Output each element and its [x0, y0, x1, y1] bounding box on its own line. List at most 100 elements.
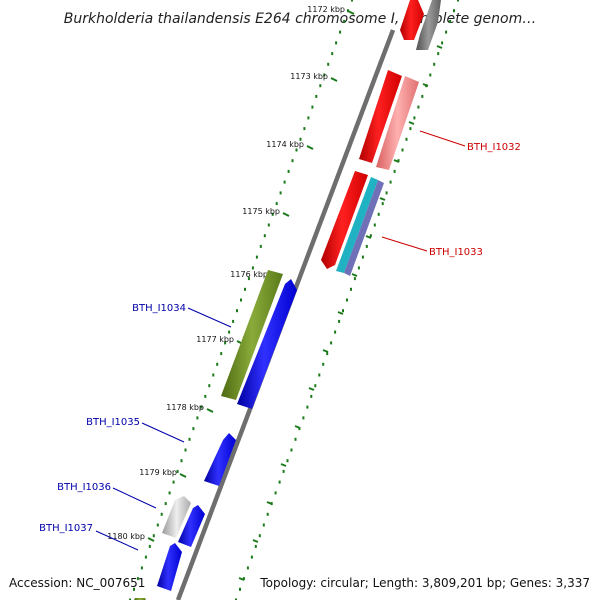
- inner-dash-0: [436, 45, 443, 49]
- inner-ruler-dot-30: [338, 319, 341, 323]
- kbp-tick-3: [282, 212, 290, 217]
- kbp-label-5: 1177 kbp: [196, 335, 234, 344]
- kbp-label-6: 1178 kbp: [166, 403, 204, 412]
- outer-ruler-dot-2: [343, 19, 346, 23]
- inner-ruler-dot-22: [369, 234, 372, 238]
- gene-label-1034[interactable]: BTH_I1034: [132, 303, 186, 314]
- inner-ruler-dot-35: [318, 373, 321, 377]
- inner-ruler-dot-54: [242, 577, 245, 581]
- inner-ruler-dot-56: [235, 598, 237, 600]
- inner-ruler-dot-44: [282, 469, 285, 473]
- gene-arrow-pink-1032[interactable]: [376, 76, 419, 170]
- inner-ruler-dot-26: [353, 277, 356, 281]
- gene-arrow-red-top[interactable]: [400, 0, 424, 40]
- inner-ruler-dot-36: [314, 384, 317, 388]
- gene-arrow-blue-1034[interactable]: [237, 279, 297, 409]
- outer-ruler-dot-22: [263, 234, 266, 238]
- outer-ruler-dot-12: [303, 127, 306, 131]
- inner-dash-11: [280, 463, 287, 467]
- leader-line-1036: [112, 487, 157, 509]
- gene-arrow-blue-1036[interactable]: [178, 505, 205, 547]
- inner-ruler-dot-49: [262, 523, 265, 527]
- gene-label-1037[interactable]: BTH_I1037: [39, 523, 93, 534]
- outer-ruler-dot-26: [247, 277, 250, 281]
- inner-ruler-dot-31: [334, 330, 337, 334]
- inner-ruler-dot-0: [457, 0, 459, 2]
- kbp-label-1: 1173 kbp: [290, 72, 328, 81]
- gene-label-1036[interactable]: BTH_I1036: [57, 482, 111, 493]
- gene-arrow-blue-1037[interactable]: [157, 543, 182, 591]
- inner-ruler-dot-3: [445, 30, 448, 34]
- inner-ruler-dot-18: [385, 191, 388, 195]
- kbp-tick-8: [147, 537, 155, 542]
- inner-dash-9: [308, 387, 315, 391]
- inner-ruler-dot-7: [429, 73, 432, 77]
- inner-ruler-dot-45: [278, 480, 281, 484]
- outer-ruler-dot-1: [347, 9, 349, 13]
- outer-ruler-dot-25: [251, 266, 254, 270]
- inner-dash-3: [393, 159, 400, 163]
- outer-ruler-dot-27: [244, 287, 246, 291]
- kbp-label-8: 1180 kbp: [107, 532, 145, 541]
- gene-arrow-gray-top[interactable]: [416, 0, 441, 50]
- gene-arrow-slate-1033[interactable]: [344, 180, 384, 276]
- inner-ruler-dot-11: [413, 116, 416, 120]
- gene-label-1033[interactable]: BTH_I1033: [429, 247, 483, 258]
- outer-ruler-dot-24: [255, 255, 258, 259]
- outer-ruler-dot-34: [216, 362, 219, 366]
- accession-text: Accession: NC_007651: [9, 576, 146, 590]
- outer-ruler-dot-54: [136, 577, 139, 581]
- gene-arrow-blue-1035[interactable]: [204, 433, 236, 486]
- kbp-tick-2: [306, 145, 314, 150]
- inner-ruler-dot-15: [397, 159, 400, 163]
- outer-ruler-dot-10: [311, 105, 314, 109]
- topology-summary: Topology: circular; Length: 3,809,201 bp…: [260, 576, 590, 590]
- outer-ruler-dot-40: [192, 427, 195, 431]
- outer-ruler-dot-28: [240, 298, 242, 302]
- inner-ruler-dot-4: [441, 41, 444, 45]
- gene-arrow-red-1033[interactable]: [321, 171, 368, 269]
- outer-ruler-dot-42: [184, 448, 187, 452]
- inner-ruler-dot-13: [405, 137, 408, 141]
- outer-ruler-dot-23: [259, 244, 262, 248]
- inner-ruler-dot-21: [373, 223, 376, 227]
- inner-ruler-dot-52: [250, 555, 253, 559]
- gene-label-1035[interactable]: BTH_I1035: [86, 417, 140, 428]
- gene-arrow-olive-1034[interactable]: [221, 270, 283, 400]
- inner-dash-5: [365, 235, 372, 239]
- kbp-tick-1: [330, 77, 338, 82]
- outer-ruler-dot-43: [180, 459, 183, 463]
- gene-label-1032[interactable]: BTH_I1032: [467, 142, 521, 153]
- gene-arrow-lightgray-1036[interactable]: [162, 496, 191, 538]
- outer-ruler-dot-13: [299, 137, 302, 141]
- gene-arrow-red-1032[interactable]: [359, 70, 402, 163]
- outer-ruler-dot-46: [168, 491, 171, 495]
- gene-arrow-teal-1033[interactable]: [336, 177, 378, 273]
- inner-ruler-dot-17: [389, 180, 392, 184]
- kbp-tick-0: [347, 10, 355, 15]
- outer-ruler-dot-41: [188, 437, 191, 441]
- inner-ruler-dot-42: [290, 448, 293, 452]
- inner-ruler-dot-1: [453, 9, 455, 13]
- inner-ruler-dot-28: [346, 298, 348, 302]
- inner-dash-2: [408, 121, 415, 125]
- outer-ruler-dot-18: [279, 191, 282, 195]
- outer-ruler-dot-30: [232, 319, 235, 323]
- inner-ruler-dot-53: [246, 566, 249, 570]
- outer-ruler-dot-49: [156, 523, 159, 527]
- outer-ruler-dot-5: [331, 52, 334, 56]
- inner-dash-4: [379, 197, 386, 201]
- outer-ruler-dot-35: [212, 373, 215, 377]
- leader-line-1032: [419, 130, 466, 147]
- inner-dash-1: [422, 83, 429, 87]
- inner-ruler-dot-48: [266, 512, 269, 516]
- kbp-tick-6: [206, 408, 214, 413]
- inner-ruler-dot-14: [401, 148, 404, 152]
- inner-ruler-dot-32: [330, 341, 333, 345]
- outer-ruler-dot-33: [220, 352, 223, 356]
- inner-ruler-dot-39: [302, 416, 305, 420]
- kbp-label-7: 1179 kbp: [139, 468, 177, 477]
- inner-ruler-dot-43: [286, 459, 289, 463]
- inner-dash-7: [337, 311, 344, 315]
